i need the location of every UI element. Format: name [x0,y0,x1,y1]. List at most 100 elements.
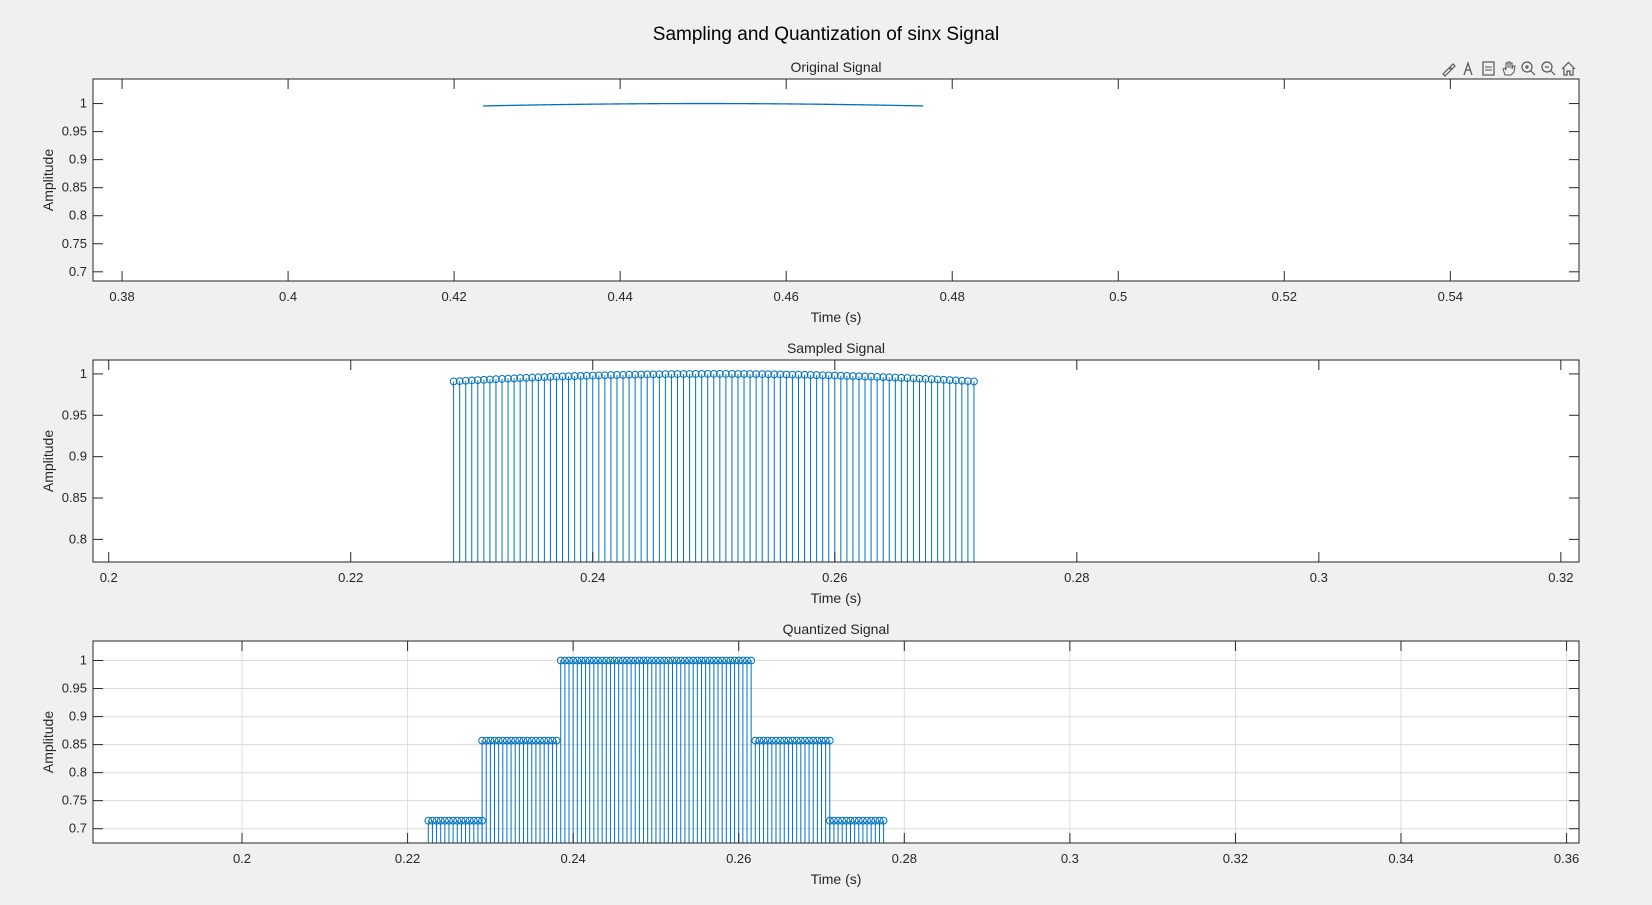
stem-marker [602,656,611,665]
stem-marker [705,656,714,665]
stem-marker [891,373,900,382]
stem-marker [614,656,623,665]
stem-marker [540,373,549,382]
stem-marker [667,370,676,379]
stem-marker [635,656,644,665]
zoom-in-icon[interactable] [1520,60,1537,77]
stem-marker [957,376,966,385]
stem-marker [585,656,594,665]
stem-marker [830,816,838,825]
data-layer [449,370,978,562]
x-tick-label: 0.5 [1109,289,1127,304]
stem-marker [492,375,500,384]
stem-marker [598,656,607,665]
stem-marker [631,656,640,665]
y-axis-label: Amplitude [40,149,56,211]
subplot-title: Quantized Signal [783,621,890,637]
home-icon[interactable] [1560,60,1577,77]
data-layer [424,656,888,843]
x-tick-label: 0.46 [774,289,799,304]
stem-marker [825,816,834,825]
x-tick-label: 0.52 [1272,289,1297,304]
pan-icon[interactable] [1500,60,1517,77]
stem-marker [594,371,603,380]
stem-marker [772,736,780,745]
stem-marker [455,377,464,385]
stem-marker [796,736,805,745]
axes-background [93,360,1579,562]
stem-marker [805,736,813,745]
subplot-1: 0.38 0.4 0.42 0.44 0.46 0.48 0.5 0.52 0.54 0.7 0.7… [40,59,1580,325]
stem-marker [577,656,586,665]
y-tick-label: 0.95 [62,124,87,139]
series-line [483,102,924,107]
stem-marker [473,376,482,385]
stem-marker [679,370,688,378]
stem-marker [453,816,462,825]
stem-marker [474,816,482,825]
stem-marker [734,370,742,378]
stem-marker [449,377,458,386]
stem-marker [428,816,437,825]
stem-marker [722,656,731,665]
subplot-3: 0.2 0.22 0.24 0.26 0.28 0.3 0.32 0.34 0.36 0.7 0.7… [40,621,1580,887]
stem-marker [836,371,845,380]
axes-background [93,641,1579,843]
stem-marker [607,371,615,379]
stem-marker [519,736,528,745]
stem-marker [734,656,743,665]
stem-marker [867,372,875,381]
stem-marker [540,736,549,745]
stem-marker [933,375,942,384]
stem-marker [703,370,712,378]
stem-marker [939,375,948,384]
x-tick-label: 0.32 [1548,570,1573,585]
stem-marker [627,656,636,665]
stem-marker [776,370,785,379]
zoom-out-icon[interactable] [1540,60,1557,77]
stem-marker [764,370,773,379]
stem-marker [763,736,772,745]
stem-marker [486,736,495,745]
stem-marker [565,656,573,665]
x-tick-label: 0.4 [279,289,297,304]
stem-marker [528,373,537,382]
y-tick-label: 1 [80,653,87,668]
brush-icon[interactable] [1440,60,1457,77]
stem-marker [738,656,747,665]
y-tick-label: 1 [80,366,87,381]
stem-marker [652,656,660,665]
stem-marker [570,372,579,380]
stem-marker [510,374,519,383]
export-icon[interactable] [1480,60,1497,77]
stem-marker [794,370,803,379]
stem-marker [532,736,540,745]
stem-marker [838,816,847,825]
stem-marker [861,372,869,381]
stem-marker [556,656,565,665]
stem-marker [842,816,851,825]
stem-marker [479,375,488,384]
stem-marker [752,370,761,379]
stem-marker [740,370,748,378]
x-tick-label: 0.2 [233,851,251,866]
x-axis-label: Time (s) [811,309,862,325]
stem-marker [873,372,882,381]
stem-marker [504,374,512,383]
stem-marker [544,736,553,745]
stem-marker [726,656,735,665]
stem-marker [743,656,751,665]
x-tick-label: 0.3 [1310,570,1328,585]
stem-marker [637,370,646,379]
x-tick-label: 0.54 [1438,289,1463,304]
x-tick-label: 0.28 [892,851,917,866]
data-tip-icon[interactable] [1460,60,1477,77]
axes-box [92,640,1580,844]
stem-marker [709,656,718,665]
stem-marker [672,656,681,665]
stem-marker [849,372,857,380]
stem-marker [792,736,801,745]
stem-marker [759,736,768,745]
stem-marker [806,371,815,379]
x-axis-label: Time (s) [811,590,862,606]
